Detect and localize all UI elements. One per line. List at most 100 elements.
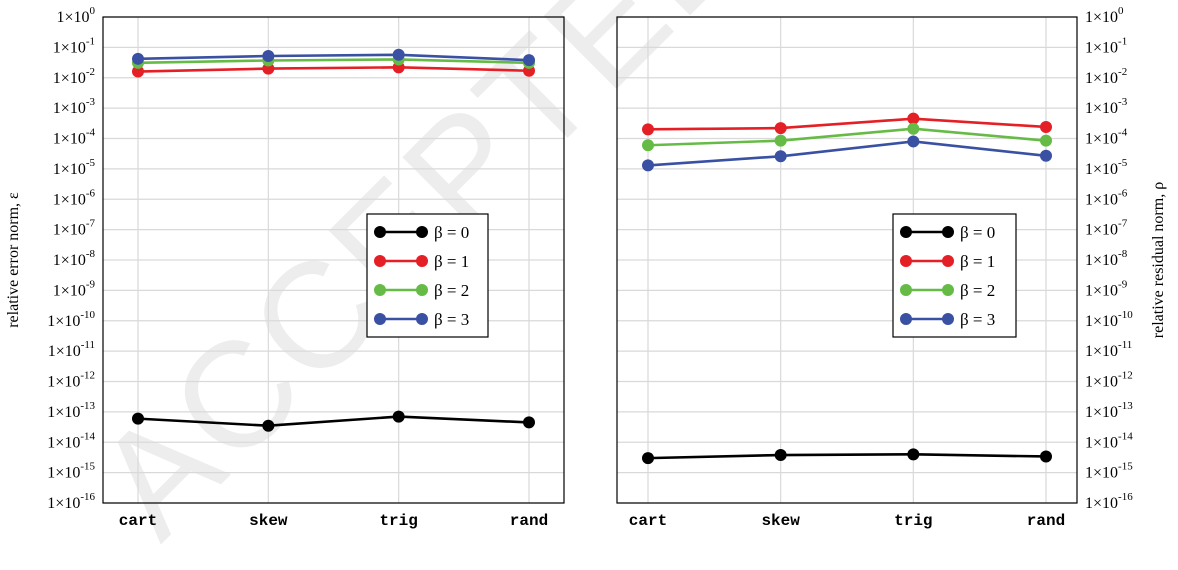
y-tick-label: 1×10-3 [53,96,96,117]
legend-label: β = 2 [434,281,469,300]
y-tick-label: 1×10-16 [47,491,95,512]
data-point [132,52,144,65]
legend-marker [374,255,386,267]
series-line [132,48,535,67]
y-tick-label: 1×10-11 [1085,339,1132,360]
data-point [1040,149,1052,162]
series-line [642,448,1052,465]
legend-marker [900,284,912,296]
y-tick-label: 1×10-10 [1085,309,1133,330]
data-point [523,54,535,67]
y-tick-label: 1×10-5 [53,157,96,178]
y-tick-label: 1×10-14 [1085,430,1133,451]
legend-marker [942,313,954,325]
series-path [137,58,530,65]
legend-marker [942,226,954,238]
data-point [774,134,787,147]
x-tick-label: rand [1027,512,1065,530]
legend-marker [416,226,428,238]
grid [103,16,564,504]
series-path [137,53,530,62]
series-line [642,135,1052,172]
x-tick-label: skew [761,512,800,530]
plot-frame [616,16,1078,504]
series-path [647,127,1047,147]
y-tick-label: 1×10-15 [1085,461,1133,482]
y-tick-label: 1×10-12 [1085,370,1133,391]
x-tick-label: rand [510,512,548,530]
x-tick-label: cart [629,512,667,530]
y-tick-label: 1×10-1 [53,35,95,56]
y-axis-label: relative error norm, ε [5,192,22,328]
y-tick-label: 1×10-14 [47,430,95,451]
y-tick-label: 1×10-8 [53,248,96,269]
y-tick-label: 1×10-16 [1085,491,1133,512]
legend: β = 0 β = 1 β = 2 β = 3 [892,213,1017,338]
data-point [774,449,787,462]
legend-marker [374,226,386,238]
y-tick-label: 1×10-1 [1085,35,1127,56]
x-tick-label: skew [249,512,288,530]
legend-marker [416,284,428,296]
y-tick-label: 1×10-5 [1085,157,1128,178]
y-tick-label: 1×100 [1085,5,1124,26]
series-path [647,453,1047,460]
series-path [137,415,530,428]
y-tick-label: 1×10-6 [53,187,96,208]
y-tick-label: 1×10-9 [53,278,96,299]
legend-box [366,213,489,338]
data-point [1040,450,1052,463]
legend: β = 0 β = 1 β = 2 β = 3 [366,213,489,338]
y-axis-label: relative residual norm, ρ [1150,182,1167,338]
legend-marker [900,255,912,267]
y-tick-label: 1×10-9 [1085,278,1128,299]
data-point [907,135,920,148]
data-point [774,122,787,135]
figure: 1×100 1×10-1 1×10-2 1×10-3 1×10-4 1×10-5 1×10-… [5,5,1167,530]
y-tick-label: 1×10-2 [53,66,95,87]
y-tick-label: 1×10-2 [1085,66,1127,87]
y-tick-label: 1×10-4 [1085,127,1128,148]
series-path [137,66,530,73]
y-tick-label: 1×10-10 [47,309,95,330]
x-tick-label: cart [119,512,157,530]
data-point [1040,134,1052,147]
legend-marker [416,255,428,267]
series-line [132,410,535,432]
series-path [647,140,1047,167]
legend-label: β = 0 [960,223,995,242]
y-tick-label: 1×10-15 [47,461,95,482]
legend-label: β = 1 [960,252,995,271]
data-point [642,139,654,152]
y-tick-label: 1×10-7 [53,218,96,239]
y-tick-label: 1×10-12 [47,370,95,391]
data-point [1040,120,1052,133]
legend-marker [942,255,954,267]
legend-marker [900,313,912,325]
data-point [523,416,535,429]
right-panel: 1×100 1×10-1 1×10-2 1×10-3 1×10-4 1×10-5 1×10-… [616,5,1167,530]
data-point [392,410,405,423]
data-point [907,122,920,135]
data-point [262,419,275,432]
data-point [774,150,787,163]
y-tick-label: 1×10-7 [1085,218,1128,239]
y-tick-label: 1×10-3 [1085,96,1128,117]
x-tick-label: trig [379,512,417,530]
x-tick-label: trig [894,512,932,530]
left-panel: 1×100 1×10-1 1×10-2 1×10-3 1×10-4 1×10-5 1×10-… [5,5,565,530]
y-tick-label: 1×10-8 [1085,248,1128,269]
series-line [642,122,1052,152]
y-tick-label: 1×10-13 [47,400,95,421]
series-path [647,117,1047,131]
legend-box [892,213,1017,338]
data-point [642,123,654,136]
legend-label: β = 3 [434,310,469,329]
data-point [132,65,144,78]
legend-label: β = 0 [434,223,469,242]
legend-marker [942,284,954,296]
legend-marker [374,284,386,296]
legend-label: β = 1 [434,252,469,271]
data-point [907,112,920,125]
y-tick-label: 1×10-6 [1085,187,1128,208]
